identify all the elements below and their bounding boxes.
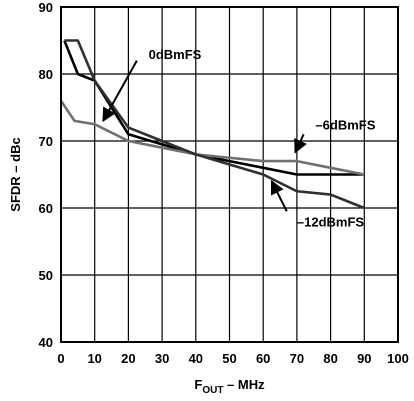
y-tick-label: 50	[39, 268, 53, 283]
x-axis-label-main: F	[194, 377, 202, 392]
x-tick-label: 0	[57, 351, 64, 366]
series-lines	[59, 39, 365, 210]
series-line-0	[63, 40, 365, 176]
x-tick-labels: 0 10 20 30 40 50 60 70 80 90 100	[57, 351, 408, 366]
series-line-1	[59, 100, 365, 176]
x-tick-label: 30	[155, 351, 169, 366]
annotation-label-2: –12dBmFS	[297, 214, 365, 229]
x-tick-label: 50	[222, 351, 236, 366]
x-tick-label: 60	[256, 351, 270, 366]
annotation-label-0: 0dBmFS	[149, 47, 202, 62]
x-tick-label: 10	[87, 351, 101, 366]
y-tick-labels: 40 50 60 70 80 90	[39, 0, 53, 350]
y-tick-label: 80	[39, 67, 53, 82]
x-axis-label-subscript: OUT	[202, 385, 223, 396]
x-tick-label: 80	[323, 351, 337, 366]
y-tick-label: 40	[39, 335, 53, 350]
x-axis-label-unit: – MHz	[223, 377, 265, 392]
x-axis-label: FOUT – MHz	[194, 377, 265, 396]
y-tick-label: 90	[39, 0, 53, 15]
y-tick-label: 70	[39, 134, 53, 149]
series-annotations: 0dBmFS –6dBmFS –12dBmFS	[102, 47, 376, 229]
annotation-arrow-1	[294, 133, 307, 154]
annotation-arrow-2	[270, 179, 288, 212]
annotation-label-1: –6dBmFS	[315, 117, 375, 132]
series-line-2	[64, 39, 365, 210]
y-axis-label: SFDR – dBc	[8, 137, 23, 211]
x-tick-label: 20	[121, 351, 135, 366]
y-tick-label: 60	[39, 201, 53, 216]
plot-frame	[60, 6, 399, 343]
x-tick-label: 90	[357, 351, 371, 366]
x-tick-label: 40	[189, 351, 203, 366]
annotation-arrow-0	[102, 60, 138, 123]
x-tick-label: 100	[387, 351, 409, 366]
x-tick-label: 70	[290, 351, 304, 366]
